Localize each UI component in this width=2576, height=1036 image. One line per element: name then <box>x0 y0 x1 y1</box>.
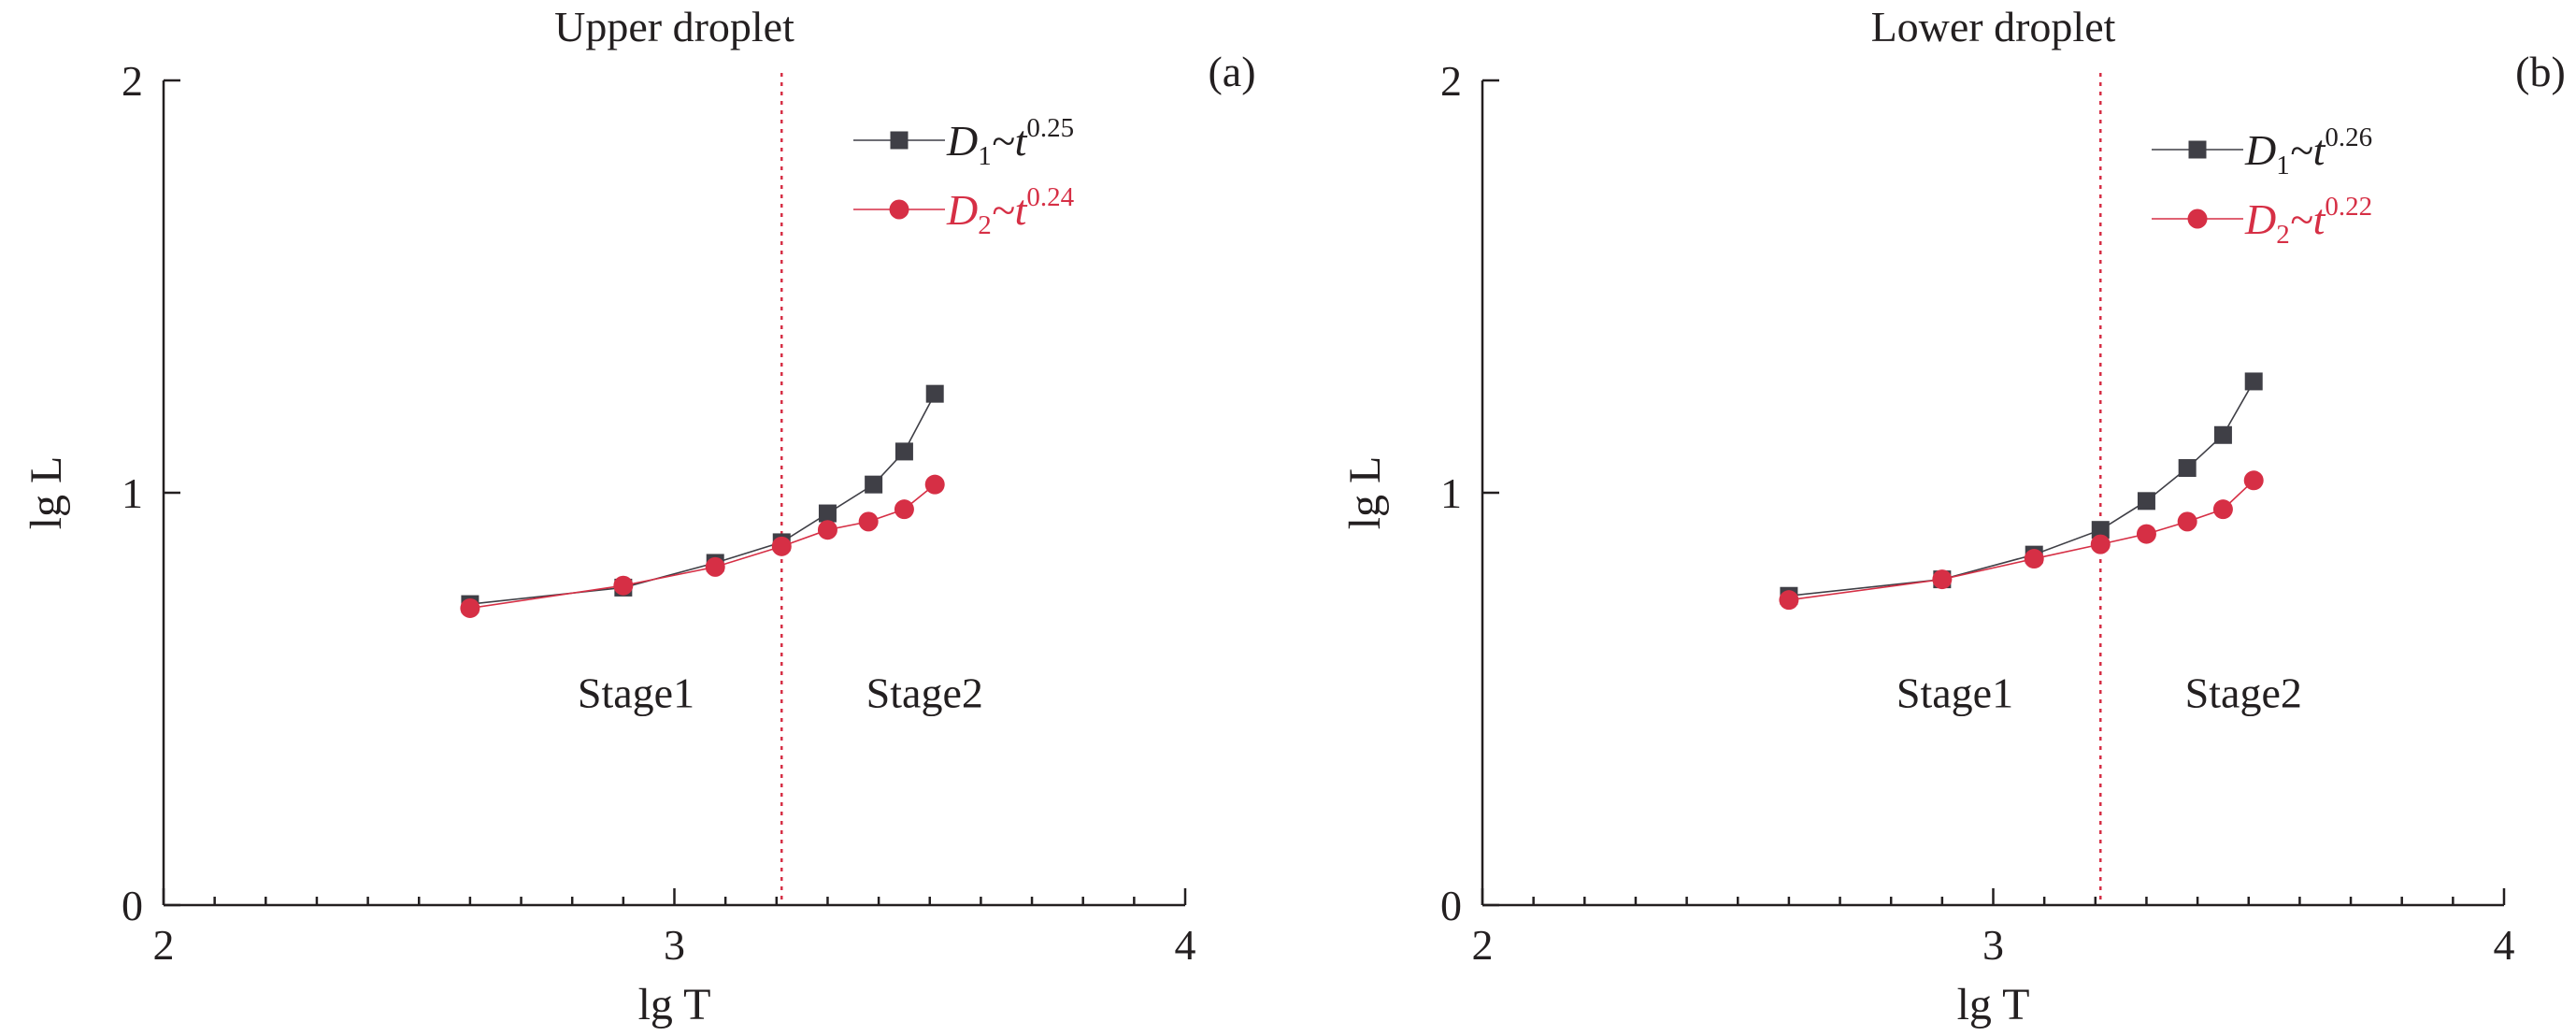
series-2-point <box>2090 534 2111 554</box>
x-axis-label: lg T <box>638 980 711 1029</box>
legend-mid: ~t <box>2290 195 2326 243</box>
series-2-line <box>1788 480 2254 601</box>
stage1-label: Stage1 <box>1896 669 2013 716</box>
y-tick-label: 1 <box>1440 469 1462 517</box>
stage2-label: Stage2 <box>2185 669 2302 716</box>
series-2-point <box>894 499 914 520</box>
x-tick-label: 4 <box>2494 921 2515 969</box>
series-2-point <box>613 575 634 596</box>
legend-2-label: D2~t0.24 <box>946 182 1075 240</box>
legend-base: D <box>2244 126 2276 174</box>
y-tick-label: 2 <box>1440 57 1462 105</box>
series-2-point <box>2243 470 2264 491</box>
legend-superscript: 0.25 <box>1026 113 1074 143</box>
panel-tag: (b) <box>2515 48 2566 95</box>
series-1-point <box>818 504 837 523</box>
series-1-point <box>2244 372 2263 391</box>
legend-base: D <box>946 186 978 234</box>
x-axis-label: lg T <box>1957 980 2030 1029</box>
legend-superscript: 0.24 <box>1026 182 1074 212</box>
stage1-label: Stage1 <box>578 669 694 716</box>
legend-superscript: 0.26 <box>2325 122 2372 152</box>
series-2-point <box>2212 499 2233 520</box>
y-tick-label: 1 <box>122 469 143 517</box>
chart-title: Lower droplet <box>1871 3 2116 50</box>
x-tick-label: 2 <box>1472 921 1494 969</box>
legend-2-label: D2~t0.22 <box>2244 192 2372 250</box>
series-1-point <box>2091 521 2110 540</box>
legend-subscript: 1 <box>978 141 992 171</box>
series-2-point <box>924 474 945 495</box>
series-2-point <box>858 511 879 532</box>
x-tick-label: 3 <box>1982 921 2004 969</box>
y-axis-label: lg L <box>1340 456 1390 530</box>
series-2-point <box>460 597 480 618</box>
series-1-point <box>865 475 883 494</box>
y-tick-label: 2 <box>122 57 143 105</box>
series-1-line <box>1788 381 2254 597</box>
x-tick-label: 4 <box>1175 921 1196 969</box>
legend-1-label: D1~t0.26 <box>2244 122 2372 180</box>
series-2-point <box>771 536 792 556</box>
legend-1-marker <box>890 131 909 150</box>
legend-base: D <box>2244 195 2276 243</box>
legend-mid: ~t <box>992 117 1028 165</box>
legend-1-label: D1~t0.25 <box>946 113 1074 171</box>
panel-upper-droplet: Upper droplet (a) 2 3 4 0 1 2 lg T lg L Stage1 Stag… <box>21 3 1256 1029</box>
legend-subscript: 2 <box>978 210 992 240</box>
series-1-point <box>2137 492 2155 511</box>
x-tick-label: 3 <box>664 921 685 969</box>
panel-lower-droplet: Lower droplet (b) 2 3 4 0 1 2 lg T lg L Stage1 Stag… <box>1340 3 2566 1029</box>
legend-base: D <box>946 117 978 165</box>
legend-1-marker <box>2188 140 2207 159</box>
series-2-point <box>2024 549 2044 569</box>
series-1-point <box>2213 425 2232 444</box>
legend-subscript: 2 <box>2276 220 2290 250</box>
series-2-point <box>2177 511 2197 532</box>
legend-mid: ~t <box>2290 126 2326 174</box>
stage2-label: Stage2 <box>866 669 983 716</box>
series-1-point <box>894 442 913 461</box>
chart-title: Upper droplet <box>554 3 794 50</box>
series-1-point <box>2178 459 2197 478</box>
series-2-point <box>2136 524 2156 544</box>
y-tick-label: 0 <box>1440 882 1462 929</box>
panel-tag: (a) <box>1208 48 1255 95</box>
legend-2-marker <box>889 199 909 220</box>
legend-2-marker <box>2187 209 2208 229</box>
series-2-point <box>705 556 725 577</box>
series-2-point <box>1932 569 1953 590</box>
y-tick-label: 0 <box>122 882 143 929</box>
y-axis-label: lg L <box>21 456 71 530</box>
series-2-point <box>817 520 837 540</box>
legend-superscript: 0.22 <box>2325 192 2372 222</box>
x-tick-label: 2 <box>153 921 175 969</box>
legend-mid: ~t <box>992 186 1028 234</box>
series-1-point <box>925 384 944 403</box>
legend-subscript: 1 <box>2276 151 2290 180</box>
series-1-line <box>469 393 936 605</box>
series-2-line <box>469 483 936 610</box>
series-2-point <box>1779 590 1799 611</box>
